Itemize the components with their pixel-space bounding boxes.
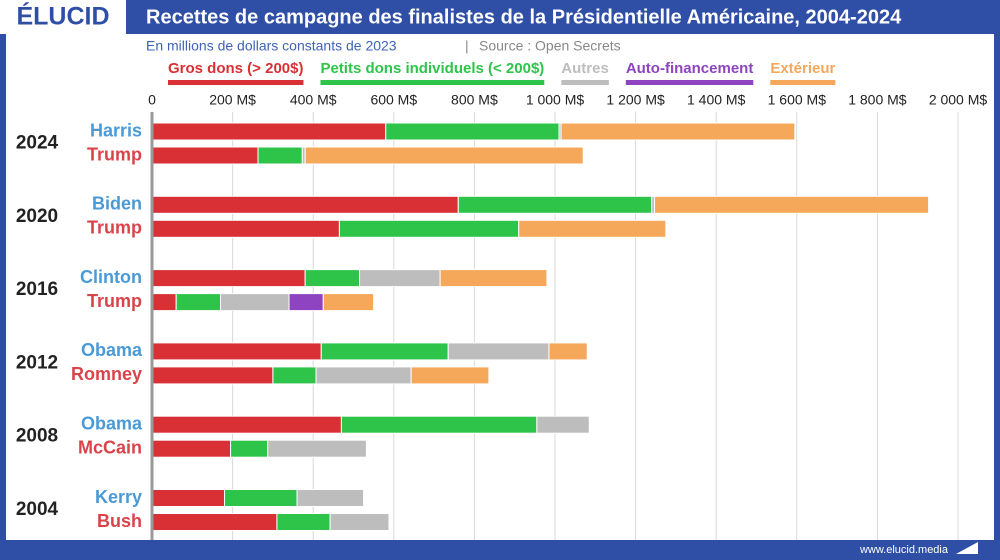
footer-logo: [956, 542, 978, 554]
bar-segment: [267, 439, 367, 458]
bar-segment: [304, 269, 361, 288]
candidate-label: Biden: [92, 194, 142, 214]
legend-swatch: [561, 80, 609, 85]
candidate-label: Romney: [71, 364, 142, 384]
source: Source : Open Secrets: [479, 38, 621, 54]
year-label: 2016: [16, 279, 58, 300]
bar-segment: [548, 342, 588, 361]
bar-segment: [439, 269, 548, 288]
bar-segment: [320, 342, 449, 361]
bar-segment: [151, 122, 387, 141]
year-label: 2012: [16, 352, 58, 373]
x-tick-label: 400 M$: [290, 92, 337, 108]
candidate-label: Clinton: [80, 267, 142, 287]
logo: ÉLUCID: [16, 2, 109, 31]
legend-label: Gros dons (> 200$): [168, 60, 303, 77]
x-tick-label: 1 000 M$: [526, 92, 585, 108]
bar-segment: [151, 195, 459, 214]
bar-segment: [457, 195, 653, 214]
candidate-label: Obama: [81, 413, 143, 433]
bar-segment: [175, 293, 222, 312]
legend-swatch: [770, 80, 836, 85]
bar-segment: [359, 269, 441, 288]
chart-title: Recettes de campagne des finalistes de l…: [146, 6, 902, 28]
candidate-label: Trump: [87, 144, 142, 164]
x-tick-label: 0: [148, 92, 156, 108]
bar-segment: [276, 513, 331, 531]
bar-segment: [151, 342, 322, 361]
separator: |: [465, 38, 469, 54]
bar-segment: [385, 122, 560, 141]
legend-label: Petits dons individuels (< 200$): [320, 60, 544, 77]
bar-segment: [272, 366, 317, 385]
bar-segment: [560, 122, 796, 141]
footer-site: www.elucid.media: [859, 544, 949, 556]
candidate-label: Obama: [81, 340, 143, 360]
bar-segment: [296, 489, 365, 507]
bar-segment: [224, 489, 298, 507]
bar-segment: [340, 415, 538, 434]
bar-segment: [322, 293, 375, 312]
subtitle: En millions de dollars constants de 2023: [146, 38, 397, 54]
bar-segment: [257, 146, 303, 165]
x-tick-label: 1 200 M$: [606, 92, 665, 108]
legend-label: Autres: [561, 60, 609, 77]
x-tick-label: 800 M$: [451, 92, 498, 108]
legend-swatch: [320, 80, 545, 85]
year-label: 2024: [16, 133, 59, 154]
x-tick-label: 2 000 M$: [929, 92, 988, 108]
year-label: 2008: [16, 426, 58, 447]
bar-segment: [288, 293, 324, 312]
legend-swatch: [625, 80, 754, 85]
logo-box: [0, 0, 126, 34]
bar-segment: [654, 195, 930, 214]
bar-segment: [151, 489, 226, 507]
bar-segment: [230, 439, 269, 458]
bar-segment: [220, 293, 290, 312]
bar-segment: [151, 415, 342, 434]
bar-segment: [447, 342, 550, 361]
legend-label: Extérieur: [770, 60, 835, 77]
bar-segment: [329, 513, 390, 531]
bar-segment: [338, 219, 520, 238]
candidate-label: McCain: [78, 437, 142, 457]
x-tick-label: 1 800 M$: [848, 92, 907, 108]
candidate-label: Trump: [87, 291, 142, 311]
bar-segment: [151, 146, 259, 165]
bar-segment: [151, 219, 340, 238]
bar-segment: [151, 293, 177, 312]
candidate-label: Harris: [90, 120, 142, 140]
bar-segment: [315, 366, 412, 385]
legend-swatch: [168, 80, 304, 85]
candidate-label: Bush: [97, 511, 142, 531]
x-tick-label: 1 600 M$: [768, 92, 827, 108]
bar-segment: [151, 439, 232, 458]
bar-segment: [410, 366, 490, 385]
x-tick-label: 200 M$: [209, 92, 256, 108]
bar-segment: [304, 146, 584, 165]
legend-label: Auto-financement: [626, 60, 754, 77]
bar-segment: [151, 269, 306, 288]
candidate-label: Trump: [87, 218, 142, 238]
bar-segment: [151, 513, 278, 531]
x-tick-label: 600 M$: [370, 92, 417, 108]
candidate-label: Kerry: [95, 487, 142, 507]
bar-segment: [518, 219, 667, 238]
year-label: 2004: [16, 499, 59, 520]
x-tick-label: 1 400 M$: [687, 92, 746, 108]
bar-segment: [536, 415, 590, 434]
bar-segment: [151, 366, 274, 385]
year-label: 2020: [16, 206, 58, 227]
